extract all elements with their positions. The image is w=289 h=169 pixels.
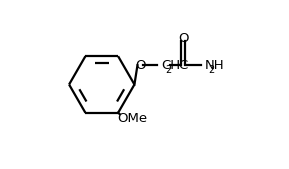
Text: O: O <box>178 32 188 45</box>
Text: NH: NH <box>205 59 225 72</box>
Text: OMe: OMe <box>117 112 147 125</box>
Text: O: O <box>135 59 146 72</box>
Text: C: C <box>178 59 188 72</box>
Text: CH: CH <box>161 59 180 72</box>
Text: 2: 2 <box>165 65 171 75</box>
Text: 2: 2 <box>208 65 214 75</box>
